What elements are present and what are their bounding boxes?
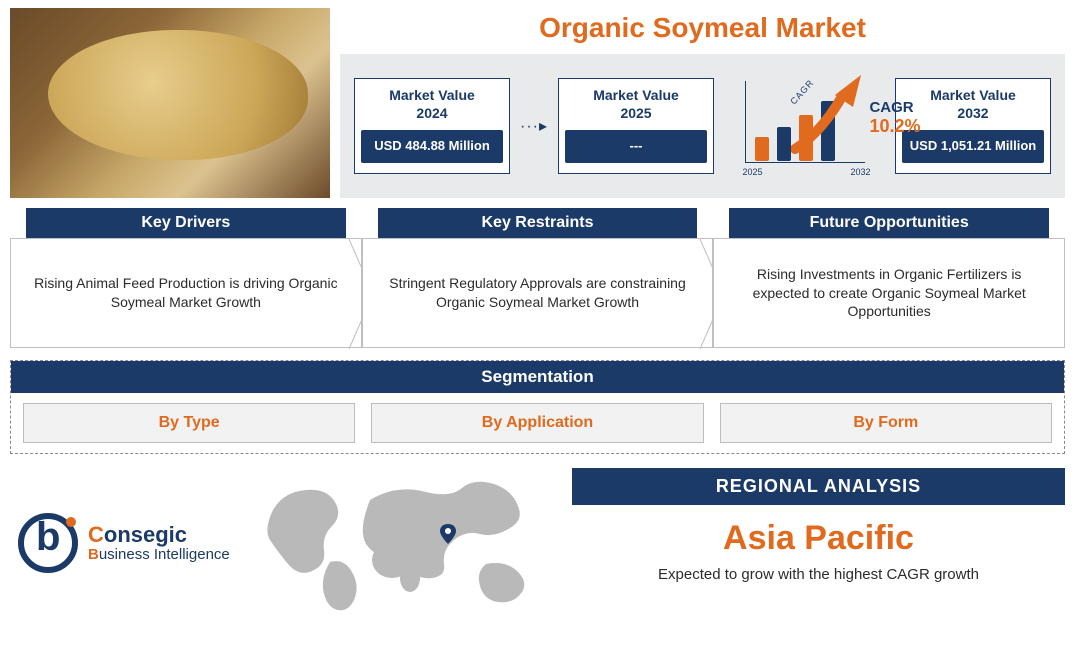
x-start-label: 2025 bbox=[743, 167, 763, 177]
segment-type: By Type bbox=[23, 403, 355, 443]
panel-body: Rising Animal Feed Production is driving… bbox=[10, 238, 362, 348]
segmentation: Segmentation By Type By Application By F… bbox=[10, 360, 1065, 454]
segmentation-title: Segmentation bbox=[11, 361, 1064, 393]
panel-body: Stringent Regulatory Approvals are const… bbox=[362, 238, 714, 348]
growth-arrow-icon bbox=[791, 75, 861, 155]
panel-drivers: Key Drivers Rising Animal Feed Productio… bbox=[10, 208, 362, 348]
cagr-label: CAGR bbox=[869, 99, 920, 116]
mv-label: Market Value2025 bbox=[565, 87, 707, 122]
panel-head: Key Drivers bbox=[26, 208, 346, 238]
panel-head: Key Restraints bbox=[378, 208, 698, 238]
map-pin-icon bbox=[438, 524, 458, 544]
segment-application: By Application bbox=[371, 403, 703, 443]
mv-label: Market Value2024 bbox=[361, 87, 503, 122]
panel-restraints: Key Restraints Stringent Regulatory Appr… bbox=[362, 208, 714, 348]
world-map bbox=[260, 468, 560, 618]
panel-head: Future Opportunities bbox=[729, 208, 1049, 238]
company-logo: Consegic Business Intelligence bbox=[10, 468, 260, 618]
market-value-2025: Market Value2025 --- bbox=[558, 78, 714, 173]
segment-form: By Form bbox=[720, 403, 1052, 443]
mv-value: USD 1,051.21 Million bbox=[902, 130, 1044, 162]
market-value-bar: Market Value2024 USD 484.88 Million ···▸… bbox=[340, 54, 1065, 198]
regional-analysis: REGIONAL ANALYSIS Asia Pacific Expected … bbox=[560, 468, 1065, 618]
market-value-2024: Market Value2024 USD 484.88 Million bbox=[354, 78, 510, 173]
mv-label: Market Value2032 bbox=[902, 87, 1044, 122]
regional-title: Asia Pacific bbox=[572, 519, 1065, 558]
regional-header: REGIONAL ANALYSIS bbox=[572, 468, 1065, 505]
hero-image bbox=[10, 8, 330, 198]
x-end-label: 2032 bbox=[850, 167, 870, 177]
cagr-chart: 2025 2032 CAGR CAGR 10.2% bbox=[722, 71, 887, 181]
mv-value: USD 484.88 Million bbox=[361, 130, 503, 162]
analysis-panels: Key Drivers Rising Animal Feed Productio… bbox=[10, 208, 1065, 348]
cagr-value: 10.2% bbox=[869, 116, 920, 137]
panel-opportunities: Future Opportunities Rising Investments … bbox=[713, 208, 1065, 348]
panel-body: Rising Investments in Organic Fertilizer… bbox=[713, 238, 1065, 348]
map-icon bbox=[260, 474, 560, 614]
page-title: Organic Soymeal Market bbox=[340, 8, 1065, 54]
arrow-right-icon: ···▸ bbox=[518, 116, 550, 136]
mv-value: --- bbox=[565, 130, 707, 162]
regional-subtitle: Expected to grow with the highest CAGR g… bbox=[572, 566, 1065, 583]
